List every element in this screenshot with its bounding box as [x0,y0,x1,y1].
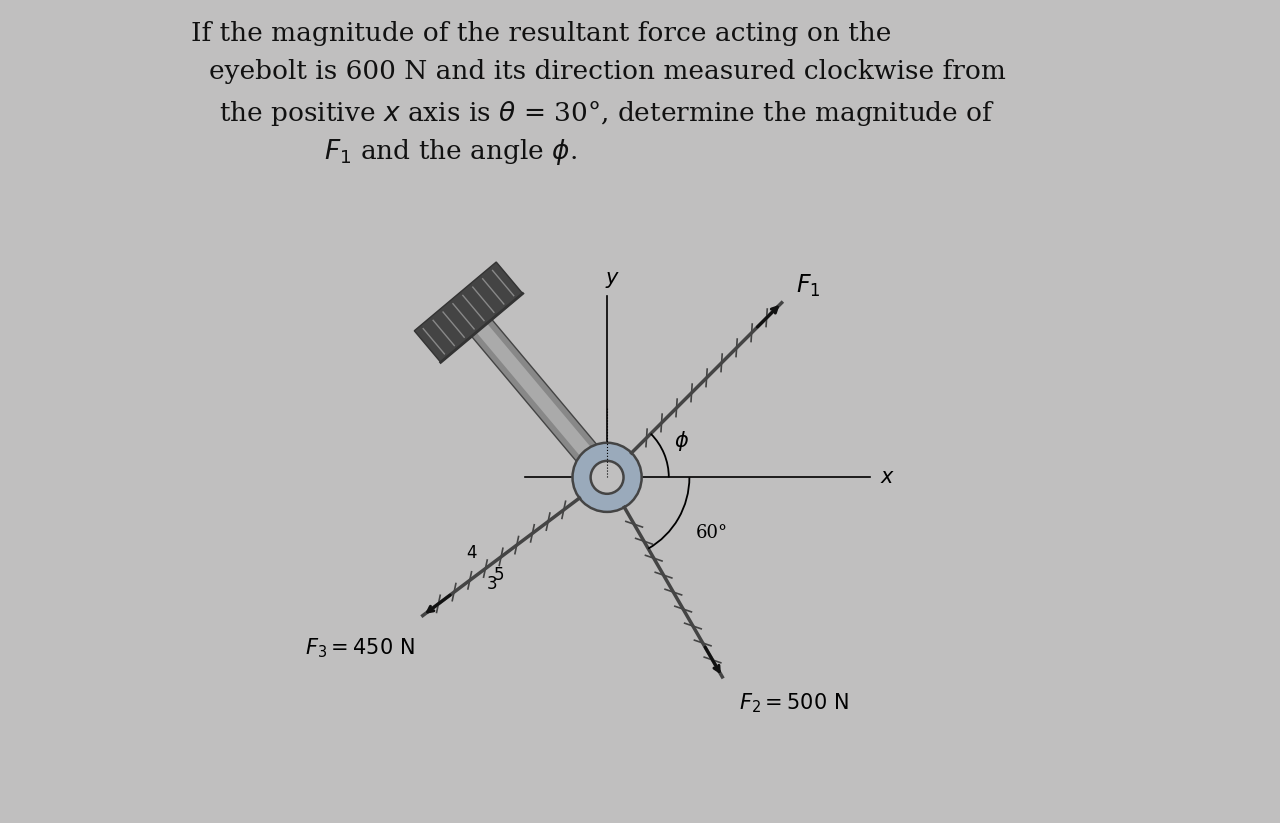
Text: If the magnitude of the resultant force acting on the: If the magnitude of the resultant force … [191,21,891,45]
Text: $\phi$: $\phi$ [675,429,690,453]
Text: $\mathit{F}_1$: $\mathit{F}_1$ [796,272,820,299]
Text: eyebolt is 600 N and its direction measured clockwise from: eyebolt is 600 N and its direction measu… [209,59,1006,84]
Text: 4: 4 [466,543,477,561]
Text: 5: 5 [494,565,504,584]
Text: 60°: 60° [696,524,728,542]
Text: 3: 3 [486,575,498,593]
Text: $F_1$ and the angle $\phi$.: $F_1$ and the angle $\phi$. [324,137,577,166]
Polygon shape [575,444,600,469]
Text: the positive $\it{x}$ axis is $\theta$ = 30°, determine the magnitude of: the positive $\it{x}$ axis is $\theta$ =… [219,98,995,128]
Circle shape [590,461,623,494]
Text: $\mathit{F}_3 = 450\ \mathrm{N}$: $\mathit{F}_3 = 450\ \mathrm{N}$ [305,636,415,660]
Polygon shape [415,262,522,362]
Text: $\it{y}$: $\it{y}$ [605,270,621,290]
Text: $\mathit{F}_2 = 500\ \mathrm{N}$: $\mathit{F}_2 = 500\ \mathrm{N}$ [739,691,849,715]
Text: $\it{x}$: $\it{x}$ [881,467,896,487]
Circle shape [572,443,641,512]
